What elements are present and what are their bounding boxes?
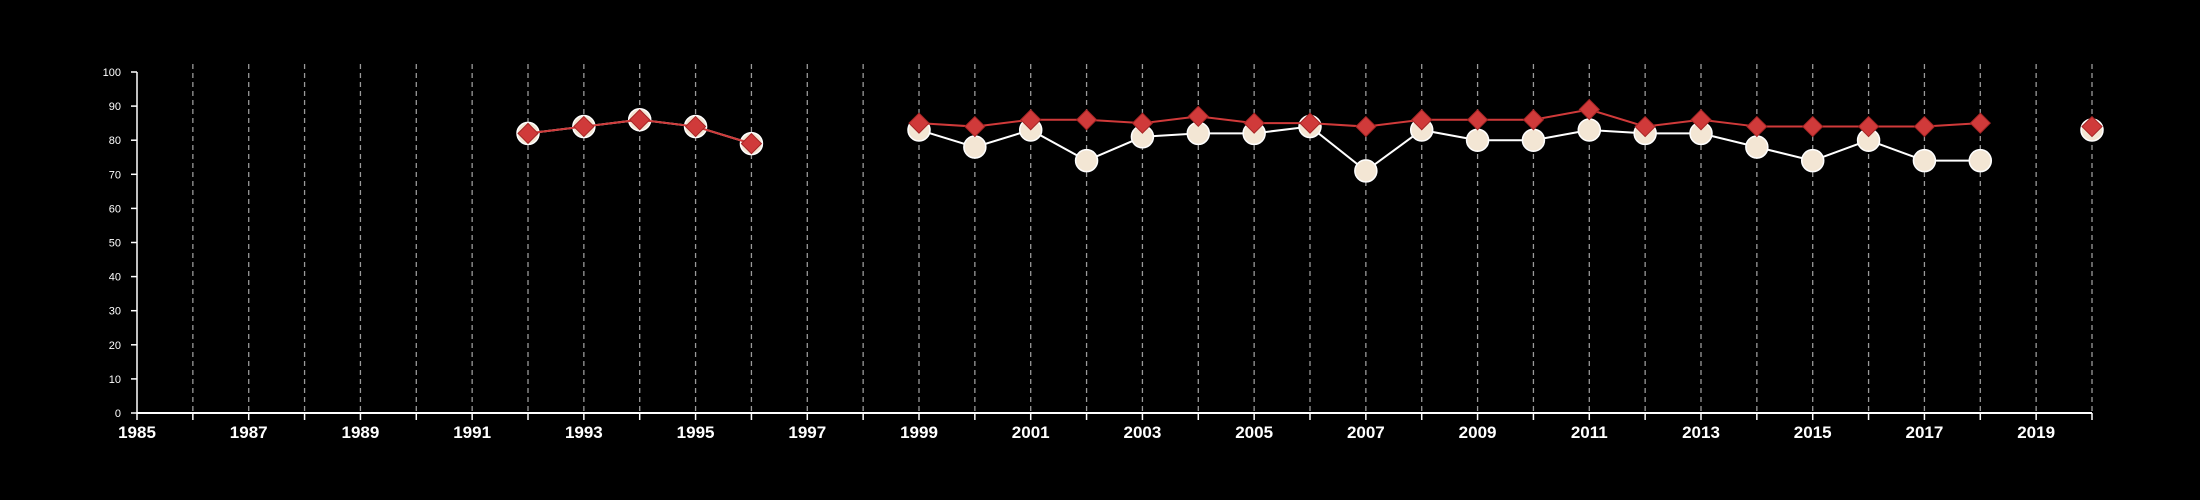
series-1-point: [1800, 148, 1825, 173]
x-tick-label: 2005: [1235, 423, 1273, 442]
series-2-point: [1522, 109, 1545, 131]
series-2-point: [1578, 98, 1600, 121]
series-2-point: [1969, 112, 1991, 134]
y-tick-label: 40: [109, 272, 121, 284]
series-2-point: [517, 122, 539, 145]
series-2-point: [2081, 115, 2103, 138]
series-2-point: [1857, 115, 1880, 138]
x-tick-label: 2017: [1906, 423, 1944, 442]
series-2-point: [1020, 109, 1042, 131]
x-tick-label: 2001: [1012, 423, 1050, 442]
x-tick-label: 1989: [342, 423, 380, 442]
x-tick-label: 1985: [118, 423, 156, 442]
x-tick-label: 2019: [2017, 423, 2055, 442]
series-2-point: [1355, 115, 1377, 138]
series-2-point: [1690, 109, 1712, 131]
series-1-point: [1354, 159, 1378, 183]
series-1-point: [1465, 128, 1490, 152]
x-tick-label: 2007: [1347, 423, 1385, 442]
series-1-point: [1912, 148, 1937, 173]
x-tick-label: 1999: [900, 423, 938, 442]
series-2-point: [1466, 109, 1489, 131]
x-tick-label: 1997: [788, 423, 826, 442]
y-tick-label: 50: [109, 238, 121, 250]
series-2-point: [1187, 105, 1209, 128]
y-tick-label: 20: [109, 340, 121, 352]
x-tick-label: 2009: [1459, 423, 1497, 442]
series-1-point: [1745, 135, 1769, 159]
series-1-point: [1968, 148, 1993, 173]
series-2-point: [573, 115, 595, 138]
x-tick-label: 2013: [1682, 423, 1720, 442]
series-2-point: [1802, 115, 1824, 138]
y-tick-label: 60: [109, 203, 121, 215]
x-tick-label: 1995: [677, 423, 715, 442]
series-2-point: [1746, 115, 1768, 138]
series-2-point: [908, 112, 930, 134]
y-tick-label: 10: [109, 374, 121, 386]
x-tick-label: 2015: [1794, 423, 1832, 442]
x-tick-label: 2003: [1124, 423, 1162, 442]
series-2-point: [1131, 112, 1154, 134]
series-2-point: [1634, 115, 1656, 138]
axes: 0 10 20 30 40 50 60 70 80 90 100 1985 1987 1989 1991 19…: [103, 67, 2093, 442]
series-2-point: [629, 109, 651, 131]
series-2-point: [1075, 109, 1098, 131]
vertical-grid: [192, 64, 2093, 413]
y-tick-label: 0: [115, 408, 121, 420]
series-1-point: [1577, 118, 1602, 142]
y-tick-label: 90: [109, 101, 121, 113]
y-tick-label: 80: [109, 135, 121, 147]
y-tick-label: 30: [109, 306, 121, 318]
x-tick-label: 1993: [565, 423, 603, 442]
series-2-point: [1299, 112, 1321, 134]
x-tick-label: 2011: [1571, 423, 1608, 442]
series-2-point: [740, 132, 763, 155]
series-1-point: [1521, 128, 1546, 152]
series-2-point: [1243, 112, 1265, 134]
series-layer: [516, 98, 2104, 183]
y-tick-label: 100: [103, 67, 121, 79]
x-tick-label: 1991: [453, 423, 491, 442]
series-1-point: [1074, 148, 1099, 173]
series-2-point: [964, 115, 986, 138]
series-1-point: [963, 135, 987, 159]
series-2-point: [1411, 109, 1433, 131]
y-tick-label: 70: [109, 169, 121, 181]
series-2-point: [1913, 115, 1936, 138]
series-2-point: [684, 115, 707, 138]
x-tick-label: 1987: [230, 423, 268, 442]
